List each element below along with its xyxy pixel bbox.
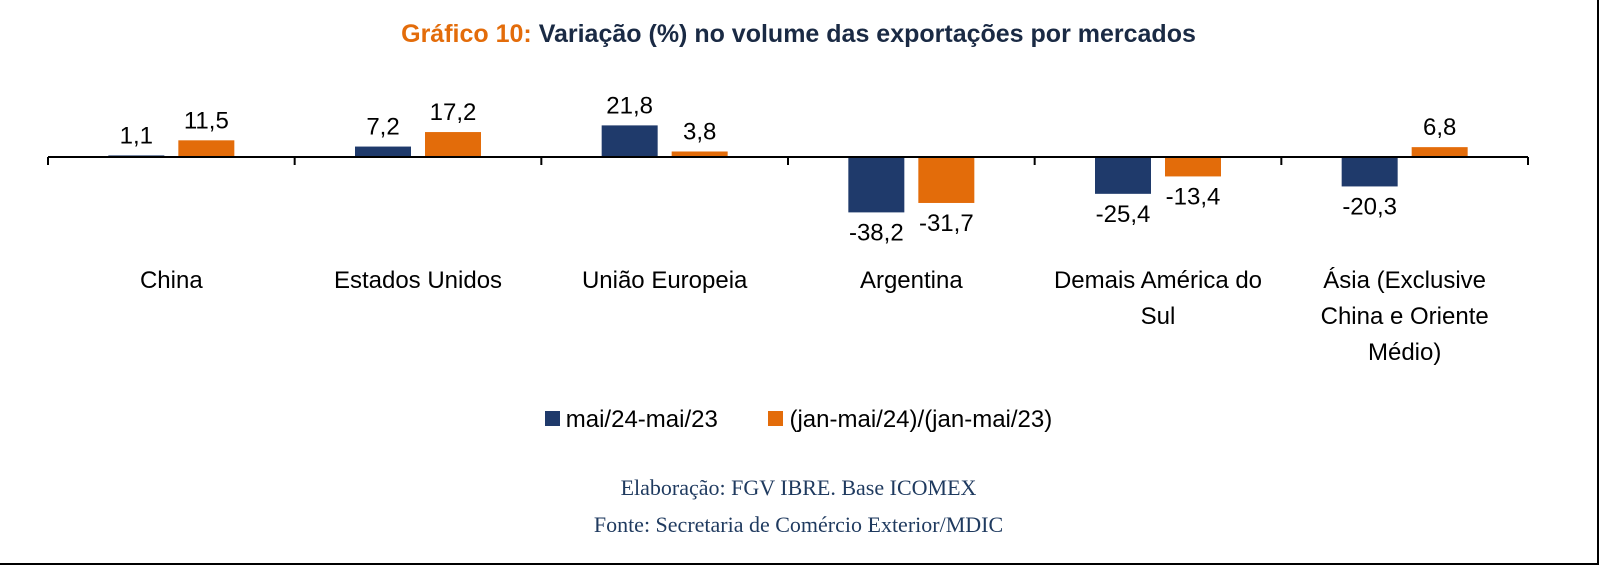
legend-item-series1: mai/24-mai/23: [544, 406, 718, 434]
chart-legend: mai/24-mai/23 (jan-mai/24)/(jan-mai/23): [0, 406, 1597, 434]
category-label-5-1: China e Oriente: [1321, 303, 1489, 330]
bar-series2-4: [1165, 157, 1221, 177]
category-label-2-0: União Europeia: [582, 267, 748, 294]
bar-series2-2: [671, 151, 728, 157]
data-label-series1-0: 1,1: [120, 122, 153, 149]
data-label-series1-2: 21,8: [606, 92, 653, 119]
data-label-series1-3: -38,2: [849, 219, 904, 246]
category-label-5-2: Médio): [1368, 339, 1441, 366]
bar-series2-3: [918, 157, 975, 203]
data-label-series2-5: 6,8: [1423, 114, 1456, 141]
bar-series1-1: [355, 146, 411, 157]
data-label-series2-2: 3,8: [683, 118, 716, 145]
category-label-0-0: China: [140, 267, 203, 294]
data-label-series2-3: -31,7: [919, 210, 974, 237]
data-label-series1-4: -25,4: [1096, 201, 1151, 228]
data-label-series2-4: -13,4: [1166, 183, 1221, 210]
category-label-4-1: Sul: [1141, 303, 1176, 330]
category-label-5-0: Ásia (Exclusive: [1323, 267, 1486, 294]
source-elaboration: Elaboração: FGV IBRE. Base ICOMEX: [620, 475, 977, 500]
bar-series2-5: [1411, 147, 1468, 157]
bar-series1-2: [601, 125, 658, 157]
bar-series1-5: [1341, 157, 1398, 187]
category-label-3-0: Argentina: [860, 267, 963, 294]
category-label-4-0: Demais América do: [1054, 267, 1262, 294]
legend-item-series2: (jan-mai/24)/(jan-mai/23): [768, 406, 1052, 434]
legend-swatch-series2: [768, 411, 784, 426]
chart-title-prefix: Gráfico 10:: [401, 20, 532, 48]
bar-series2-1: [425, 132, 481, 157]
data-label-series2-1: 17,2: [430, 99, 477, 126]
source-origin: Fonte: Secretaria de Comércio Exterior/M…: [593, 512, 1004, 537]
data-label-series1-5: -20,3: [1342, 193, 1397, 220]
category-label-1-0: Estados Unidos: [334, 267, 502, 294]
data-label-series2-0: 11,5: [184, 107, 229, 134]
bar-series1-4: [1095, 157, 1151, 194]
bar-series1-3: [848, 157, 905, 213]
bar-series2-0: [178, 140, 235, 157]
legend-swatch-series1: [544, 411, 560, 426]
chart-title: Gráfico 10: Variação (%) no volume das e…: [0, 20, 1597, 49]
bar-chart: 1,1 11,5 China 7,2 17,2 Estados Unidos 21,8 3,8…: [47, 92, 1529, 366]
data-label-series1-1: 7,2: [366, 114, 399, 141]
chart-title-main: Variação (%) no volume das exportações p…: [538, 20, 1196, 48]
legend-label-series1: mai/24-mai/23: [565, 406, 718, 433]
legend-label-series2: (jan-mai/24)/(jan-mai/23): [789, 406, 1053, 433]
